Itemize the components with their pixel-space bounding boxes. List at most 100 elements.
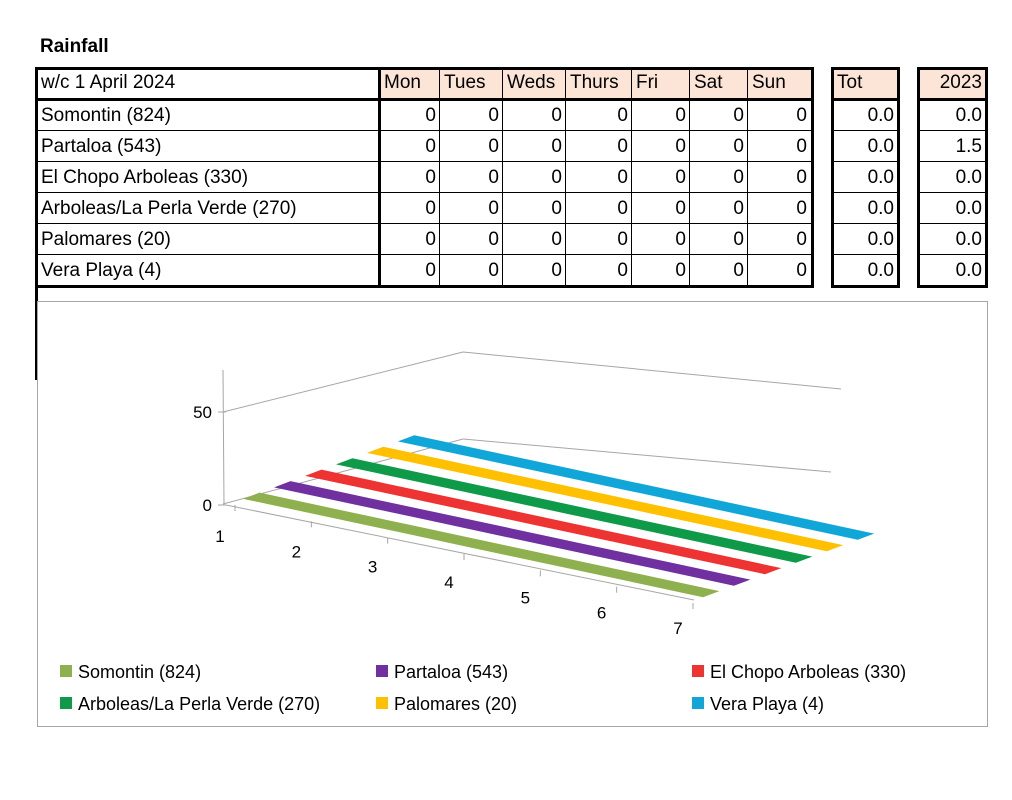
x-tick-label: 3	[368, 558, 377, 577]
table-grid-line	[833, 67, 900, 70]
rainfall-cell: 0	[796, 198, 807, 219]
left-wall-top-edge	[222, 351, 464, 413]
rainfall-cell: 0	[488, 136, 499, 157]
rainfall-cell: 0	[796, 136, 807, 157]
table-grid-line	[917, 161, 988, 162]
rainfall-cell: 0	[796, 167, 807, 188]
legend-label: Palomares (20)	[394, 694, 518, 714]
table-grid-line	[37, 67, 813, 70]
total-cell: 0.0	[867, 167, 894, 188]
rainfall-cell: 0	[675, 167, 686, 188]
legend-item: El Chopo Arboleas (330)	[692, 661, 906, 683]
legend-swatch	[376, 665, 388, 677]
y-axis-line	[222, 369, 225, 506]
prev-year-cell: 0.0	[955, 167, 982, 188]
table-grid-line	[833, 254, 900, 255]
rainfall-cell: 0	[617, 167, 628, 188]
table-grid-line	[833, 98, 900, 101]
row-location-name: Arboleas/La Perla Verde (270)	[41, 198, 297, 219]
legend-swatch	[376, 697, 388, 709]
rainfall-cell: 0	[488, 198, 499, 219]
table-grid-line	[37, 254, 813, 255]
rainfall-cell: 0	[551, 105, 562, 126]
rainfall-cell: 0	[733, 229, 744, 250]
x-tick-label: 7	[673, 619, 682, 638]
table-grid-line	[917, 285, 988, 288]
rainfall-cell: 0	[551, 198, 562, 219]
legend-item: Arboleas/La Perla Verde (270)	[60, 693, 320, 715]
table-grid-line	[917, 254, 988, 255]
x-tick-label: 2	[292, 542, 301, 561]
table-grid-line	[35, 67, 38, 380]
x-tick-label: 1	[215, 527, 224, 546]
row-location-name: El Chopo Arboleas (330)	[41, 167, 249, 188]
series-ribbon	[336, 458, 813, 563]
x-tick-label: 5	[521, 588, 530, 607]
table-grid-line	[831, 67, 834, 288]
total-header: Tot	[833, 68, 898, 99]
legend-item: Somontin (824)	[60, 661, 201, 683]
row-location-name: Somontin (824)	[41, 105, 171, 126]
legend-item: Partaloa (543)	[376, 661, 508, 683]
table-grid-line	[37, 223, 813, 224]
rainfall-cell: 0	[617, 136, 628, 157]
legend-label: Partaloa (543)	[394, 662, 509, 682]
table-grid-line	[439, 67, 440, 288]
legend-swatch	[60, 665, 72, 677]
rainfall-cell: 0	[675, 229, 686, 250]
table-grid-line	[833, 192, 900, 193]
table-grid-line	[833, 130, 900, 131]
y-tick-label: 50	[193, 403, 212, 422]
rainfall-cell: 0	[796, 260, 807, 281]
rainfall-cell: 0	[425, 105, 436, 126]
rainfall-cell: 0	[617, 260, 628, 281]
day-header-sat: Sat	[690, 68, 748, 99]
x-tick-label: 4	[444, 573, 453, 592]
series-ribbon	[243, 492, 720, 598]
legend-swatch	[692, 665, 704, 677]
day-header-weds: Weds	[503, 68, 566, 99]
table-grid-line	[37, 161, 813, 162]
day-header-tues: Tues	[440, 68, 503, 99]
rainfall-chart: 0 50 1 2 3 4 5 6 7	[37, 301, 988, 727]
rainfall-chart-svg: 0 50 1 2 3 4 5 6 7	[193, 351, 875, 638]
rainfall-cell: 0	[551, 167, 562, 188]
table-grid-line	[897, 67, 900, 288]
back-wall-top-edge	[462, 351, 842, 390]
table-grid-line	[833, 161, 900, 162]
table-grid-line	[833, 285, 900, 288]
table-grid-line	[565, 67, 566, 288]
table-grid-line	[811, 67, 814, 288]
y-tick-label: 0	[203, 496, 212, 515]
table-grid-line	[833, 223, 900, 224]
table-grid-line	[917, 67, 920, 288]
rainfall-cell: 0	[733, 198, 744, 219]
rainfall-cell: 0	[425, 136, 436, 157]
total-cell: 0.0	[867, 105, 894, 126]
rainfall-cell: 0	[488, 167, 499, 188]
prev-year-cell: 0.0	[955, 260, 982, 281]
day-header-mon: Mon	[380, 68, 440, 99]
table-grid-line	[917, 67, 988, 70]
prev-year-cell: 0.0	[955, 229, 982, 250]
table-grid-line	[37, 130, 813, 131]
legend-item: Palomares (20)	[376, 693, 517, 715]
legend-swatch	[692, 697, 704, 709]
rainfall-cell: 0	[733, 136, 744, 157]
total-cell: 0.0	[867, 260, 894, 281]
table-grid-line	[37, 192, 813, 193]
rainfall-cell: 0	[675, 198, 686, 219]
total-cell: 0.0	[867, 136, 894, 157]
page-title: Rainfall	[40, 36, 109, 57]
prev-year-cell: 0.0	[955, 105, 982, 126]
legend-item: Vera Playa (4)	[692, 693, 824, 715]
x-axis-line	[225, 504, 695, 601]
series-ribbon	[305, 469, 782, 575]
rainfall-cell: 0	[617, 229, 628, 250]
floor-back-edge	[462, 438, 832, 473]
table-grid-line	[917, 192, 988, 193]
prev-year-cell: 0.0	[955, 198, 982, 219]
row-location-name: Vera Playa (4)	[41, 260, 162, 281]
rainfall-cell: 0	[617, 105, 628, 126]
table-grid-line	[985, 67, 988, 288]
